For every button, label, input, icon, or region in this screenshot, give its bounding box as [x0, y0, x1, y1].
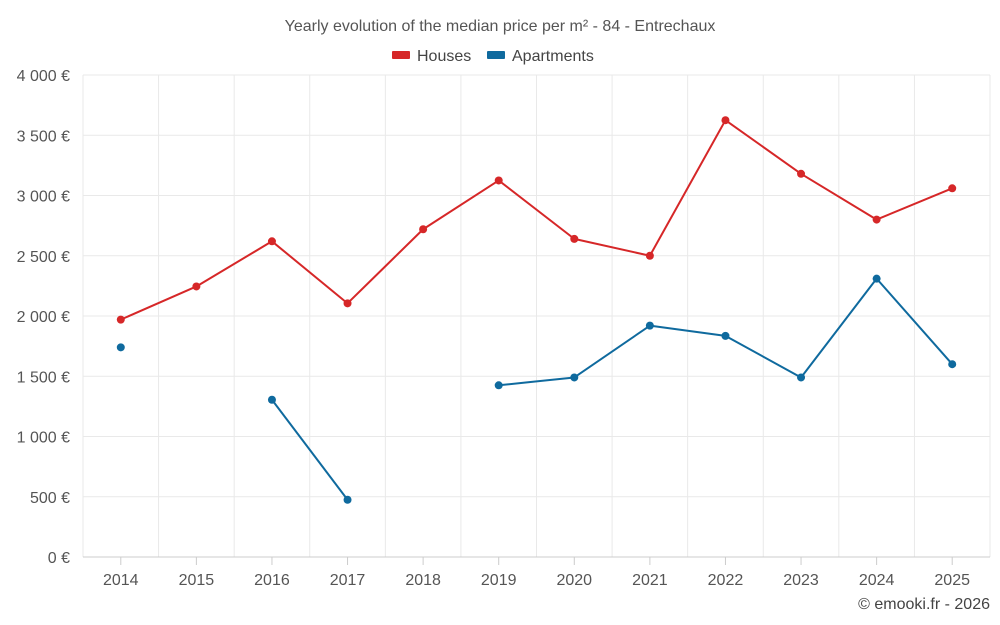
y-tick-label: 2 000 €	[17, 309, 70, 326]
x-tick-label: 2023	[783, 572, 819, 589]
data-point-apartments[interactable]	[797, 373, 806, 382]
legend-swatch-apartments	[487, 51, 505, 59]
series-houses	[116, 116, 957, 324]
y-axis: 0 € 500 € 1 000 € 1 500 € 2 000 € 2 500 € 3 00…	[17, 68, 70, 567]
x-tick-label: 2020	[556, 572, 592, 589]
x-tick-label: 2021	[632, 572, 668, 589]
x-tick-label: 2015	[179, 572, 215, 589]
x-tick-label: 2017	[330, 572, 366, 589]
x-axis: 2014 2015 2016 2017 2018 2019 2020 2021 2022 2023…	[83, 556, 990, 589]
series-layer	[116, 116, 957, 504]
data-point-houses[interactable]	[570, 234, 579, 243]
data-point-apartments[interactable]	[116, 343, 125, 352]
data-point-houses[interactable]	[343, 299, 352, 308]
x-tick-label: 2025	[934, 572, 970, 589]
data-point-houses[interactable]	[797, 169, 806, 178]
series-line-apartments	[271, 399, 349, 501]
chart-title: Yearly evolution of the median price per…	[285, 18, 716, 35]
legend-label-houses: Houses	[417, 48, 471, 65]
data-point-houses[interactable]	[494, 176, 503, 185]
x-tick-label: 2024	[859, 572, 895, 589]
data-point-houses[interactable]	[872, 215, 881, 224]
data-point-apartments[interactable]	[872, 274, 881, 283]
legend[interactable]: Houses Apartments	[392, 48, 594, 65]
data-point-apartments[interactable]	[570, 373, 579, 382]
data-point-houses[interactable]	[645, 251, 654, 260]
data-point-apartments[interactable]	[267, 395, 276, 404]
data-point-houses[interactable]	[116, 315, 125, 324]
x-tick-label: 2016	[254, 572, 290, 589]
data-point-houses[interactable]	[419, 225, 428, 234]
legend-item-apartments[interactable]: Apartments	[487, 48, 594, 65]
y-tick-label: 4 000 €	[17, 68, 70, 85]
x-tick-label: 2022	[708, 572, 744, 589]
grid	[82, 74, 991, 557]
series-apartments	[116, 274, 957, 504]
y-tick-label: 500 €	[30, 490, 70, 507]
x-tick-label: 2018	[405, 572, 441, 589]
x-tick-label: 2014	[103, 572, 139, 589]
y-tick-label: 1 500 €	[17, 369, 70, 386]
y-tick-label: 1 000 €	[17, 430, 70, 447]
data-point-apartments[interactable]	[721, 331, 730, 340]
legend-item-houses[interactable]: Houses	[392, 48, 471, 65]
data-point-apartments[interactable]	[645, 321, 654, 330]
data-point-apartments[interactable]	[494, 381, 503, 390]
y-tick-label: 0 €	[48, 550, 70, 567]
data-point-apartments[interactable]	[948, 360, 957, 369]
data-point-houses[interactable]	[192, 282, 201, 291]
data-point-houses[interactable]	[721, 116, 730, 125]
legend-label-apartments: Apartments	[512, 48, 594, 65]
series-line-houses	[120, 119, 953, 321]
credit-text: © emooki.fr - 2026	[858, 596, 990, 613]
y-tick-label: 3 000 €	[17, 189, 70, 206]
y-tick-label: 2 500 €	[17, 249, 70, 266]
data-point-houses[interactable]	[267, 237, 276, 246]
data-point-houses[interactable]	[948, 184, 957, 193]
data-point-apartments[interactable]	[343, 495, 352, 504]
x-tick-label: 2019	[481, 572, 517, 589]
legend-swatch-houses	[392, 51, 410, 59]
y-tick-label: 3 500 €	[17, 128, 70, 145]
